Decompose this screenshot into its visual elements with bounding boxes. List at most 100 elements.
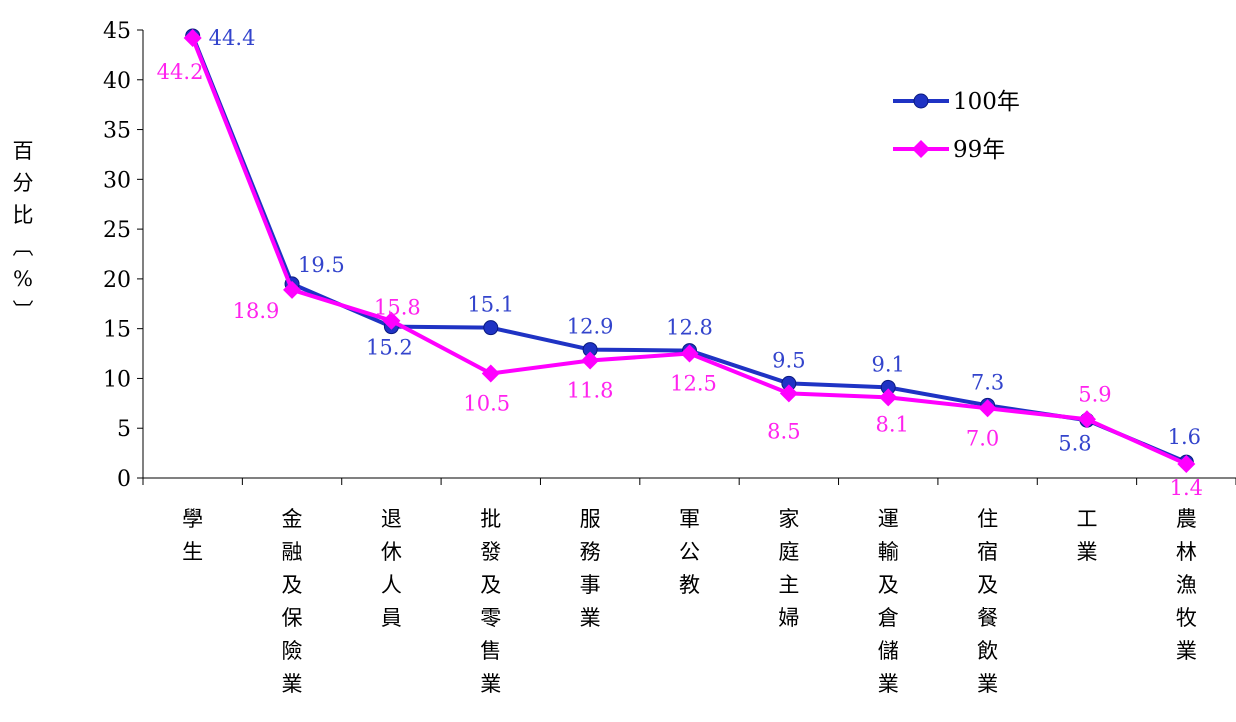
data-label: 1.4 xyxy=(1170,476,1203,500)
data-label: 8.1 xyxy=(876,412,909,436)
x-tick-label: 住 xyxy=(977,507,998,531)
x-tick-label: 員 xyxy=(381,606,402,630)
legend-label: 100年 xyxy=(953,89,1020,115)
data-label: 5.9 xyxy=(1078,382,1111,406)
x-tick-label: 輸 xyxy=(878,540,899,564)
data-point xyxy=(581,351,600,370)
y-tick-label: 20 xyxy=(103,268,131,293)
data-label: 5.8 xyxy=(1058,431,1091,455)
x-tick-label: 公 xyxy=(679,540,700,564)
x-tick-label: 人 xyxy=(381,573,402,597)
x-tick-label: 林 xyxy=(1176,540,1197,564)
data-label: 12.9 xyxy=(567,315,614,339)
data-label: 18.9 xyxy=(233,299,280,323)
data-point xyxy=(978,399,997,418)
data-label: 7.3 xyxy=(971,370,1004,394)
x-tick-label: 軍 xyxy=(679,507,700,531)
data-point xyxy=(680,344,699,363)
data-label: 10.5 xyxy=(463,391,510,415)
x-tick-label: 學 xyxy=(182,507,203,531)
data-point xyxy=(879,388,898,407)
series-line xyxy=(190,35,1188,464)
y-tick-label: 45 xyxy=(103,19,131,44)
y-tick-label: 35 xyxy=(103,119,131,144)
data-point xyxy=(183,28,202,47)
data-point xyxy=(779,384,798,403)
data-label: 44.4 xyxy=(209,26,256,50)
x-tick-label: 儲 xyxy=(878,639,899,663)
x-tick-label: 業 xyxy=(580,606,601,630)
data-label: 15.1 xyxy=(467,293,514,317)
x-tick-label: 生 xyxy=(182,540,203,564)
x-tick-label: 業 xyxy=(1076,540,1097,564)
data-point xyxy=(483,320,499,336)
x-tick-label: 務 xyxy=(580,540,601,564)
data-point xyxy=(1077,410,1096,429)
x-tick-label: 飲 xyxy=(977,639,998,663)
x-tick-label: 牧 xyxy=(1176,606,1197,630)
data-label: 12.5 xyxy=(670,372,717,396)
x-tick-label: 工 xyxy=(1076,507,1097,531)
data-label: 12.8 xyxy=(666,316,713,340)
series-line xyxy=(190,37,1188,466)
x-tick-label: 退 xyxy=(381,507,402,531)
x-tick-label: 及 xyxy=(480,573,501,597)
legend-marker xyxy=(913,93,929,109)
x-tick-label: 及 xyxy=(977,573,998,597)
data-label: 1.6 xyxy=(1168,425,1201,449)
x-tick-label: 業 xyxy=(282,672,303,696)
x-tick-label: 融 xyxy=(282,540,303,564)
y-axis-label-char: % xyxy=(13,267,33,291)
data-label: 9.1 xyxy=(872,352,905,376)
x-tick-label: 運 xyxy=(878,507,899,531)
x-tick-label: 教 xyxy=(679,573,700,597)
x-tick-label: 漁 xyxy=(1176,573,1197,597)
data-label: 7.0 xyxy=(966,426,999,450)
x-tick-label: 業 xyxy=(480,672,501,696)
data-point xyxy=(283,280,302,299)
x-tick-label: 宿 xyxy=(977,540,998,564)
x-tick-label: 售 xyxy=(480,639,501,663)
y-tick-label: 30 xyxy=(103,168,131,193)
data-label: 15.2 xyxy=(366,336,413,360)
x-tick-label: 婦 xyxy=(778,606,799,630)
x-tick-label: 金 xyxy=(282,507,303,531)
y-tick-label: 15 xyxy=(103,318,131,343)
x-tick-label: 餐 xyxy=(977,606,998,630)
data-label: 11.8 xyxy=(567,379,614,403)
x-tick-label: 零 xyxy=(480,606,501,630)
x-tick-label: 及 xyxy=(282,573,303,597)
data-point xyxy=(1177,455,1196,474)
x-tick-label: 保 xyxy=(282,606,303,630)
legend-label: 99年 xyxy=(953,137,1005,163)
y-tick-label: 0 xyxy=(117,467,131,492)
x-tick-label: 險 xyxy=(282,639,303,663)
y-axis-label: 百 分 比 ︹ % ︺ xyxy=(8,135,38,327)
x-tick-label: 業 xyxy=(977,672,998,696)
y-axis-label-char: 分 xyxy=(12,171,34,195)
x-tick-label: 家 xyxy=(778,507,799,531)
y-axis-label-char: ︹ xyxy=(12,235,34,259)
x-tick-label: 農 xyxy=(1176,507,1197,531)
y-axis-label-char: ︺ xyxy=(12,299,34,323)
x-tick-label: 庭 xyxy=(778,540,799,564)
data-point xyxy=(382,311,401,330)
x-tick-label: 及 xyxy=(878,573,899,597)
data-label: 8.5 xyxy=(767,419,800,443)
y-axis-label-char: 比 xyxy=(12,203,34,227)
x-tick-label: 主 xyxy=(778,573,799,597)
x-tick-label: 業 xyxy=(1176,639,1197,663)
data-label: 44.2 xyxy=(157,60,204,84)
legend-marker xyxy=(912,140,930,158)
data-label: 9.5 xyxy=(772,348,805,372)
data-label: 19.5 xyxy=(298,253,345,277)
y-axis-label-char: 百 xyxy=(12,139,34,163)
x-tick-label: 事 xyxy=(580,573,601,597)
x-tick-label: 批 xyxy=(480,507,501,531)
data-point xyxy=(481,364,500,383)
x-tick-label: 休 xyxy=(381,540,402,564)
y-tick-label: 10 xyxy=(103,367,131,392)
y-tick-label: 5 xyxy=(117,417,131,442)
y-tick-label: 40 xyxy=(103,69,131,94)
